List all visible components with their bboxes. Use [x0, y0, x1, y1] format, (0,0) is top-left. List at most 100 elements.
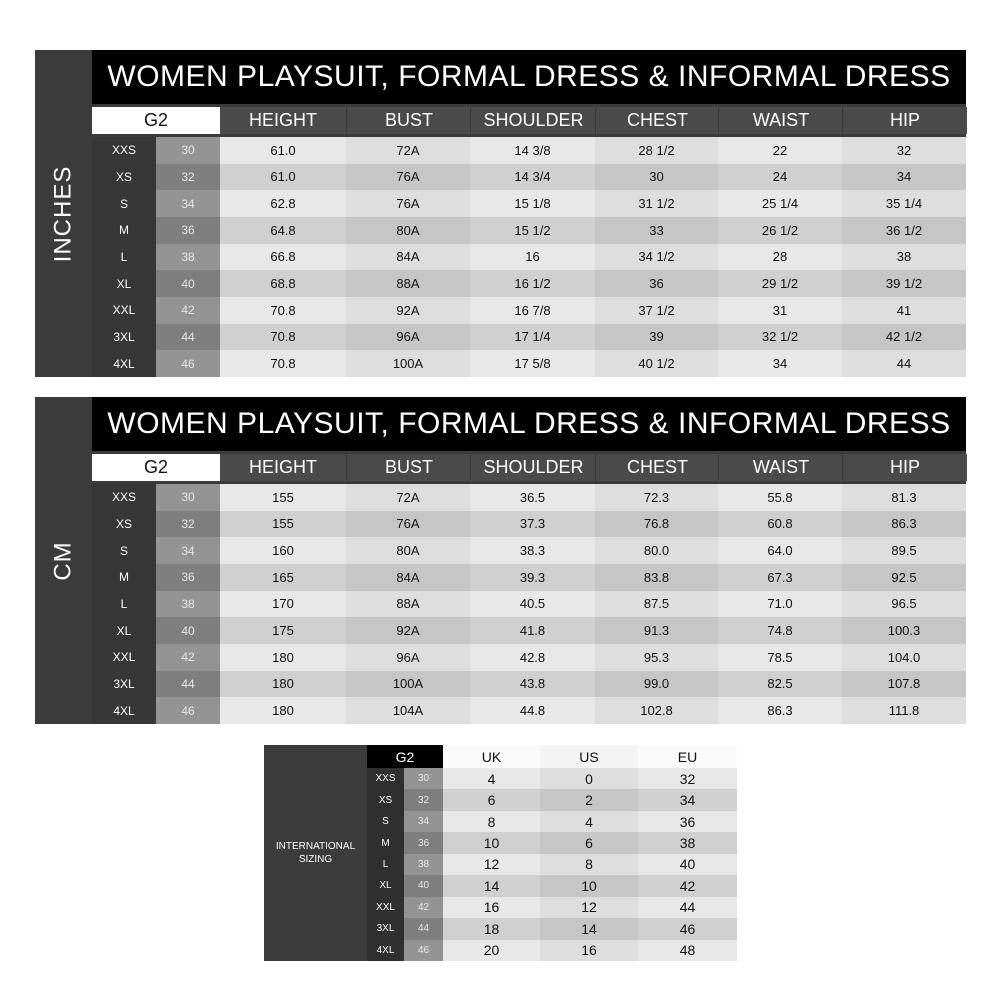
table-cell: 175: [220, 617, 346, 644]
size-number: 42: [404, 896, 443, 919]
table-cell: 38.3: [470, 537, 595, 564]
table-cell: 15 1/8: [470, 190, 595, 217]
table-cell: 14 3/4: [470, 163, 595, 191]
size-label: L: [92, 590, 156, 618]
column-header: CHEST: [595, 107, 719, 134]
size-label: XXL: [92, 297, 156, 324]
table-cell: 35 1/4: [842, 190, 966, 217]
table-cell: 16: [540, 939, 638, 961]
table-cell: 31: [718, 297, 842, 324]
table-cell: 100.3: [842, 617, 966, 644]
table-cell: 6: [443, 789, 540, 811]
table-cell: 72A: [346, 137, 470, 164]
size-number: 34: [404, 810, 443, 833]
size-label: XS: [92, 510, 156, 538]
table-cell: 42 1/2: [842, 323, 966, 351]
cm-size-chart: CM WOMEN PLAYSUIT, FORMAL DRESS & INFORMA…: [35, 397, 967, 724]
column-header: BUST: [346, 454, 471, 481]
table-cell: 70.8: [220, 297, 346, 324]
table-cell: 40.5: [470, 590, 595, 618]
column-header: WAIST: [718, 107, 843, 134]
table-cell: 32 1/2: [718, 323, 842, 351]
table-cell: 76A: [346, 163, 470, 191]
table-cell: 89.5: [842, 537, 966, 564]
table-cell: 84A: [346, 243, 470, 271]
table-cell: 96.5: [842, 590, 966, 618]
table-cell: 180: [220, 697, 346, 724]
inches-unit-label: INCHES: [35, 50, 92, 377]
table-cell: 36 1/2: [842, 217, 966, 244]
size-label: 4XL: [92, 697, 156, 724]
table-cell: 41.8: [470, 617, 595, 644]
table-cell: 17 5/8: [470, 350, 595, 377]
size-label: 4XL: [92, 350, 156, 377]
table-cell: 100A: [346, 350, 470, 377]
table-cell: 6: [540, 832, 638, 854]
table-cell: 34: [718, 350, 842, 377]
table-cell: 36: [595, 270, 718, 297]
table-cell: 83.8: [595, 564, 718, 591]
table-cell: 107.8: [842, 670, 966, 698]
table-cell: 28 1/2: [595, 137, 718, 164]
table-cell: 37 1/2: [595, 297, 718, 324]
size-number: 34: [156, 190, 220, 217]
international-sizing-label: INTERNATIONAL SIZING: [264, 745, 367, 961]
size-number: 30: [404, 768, 443, 790]
table-cell: 170: [220, 590, 346, 618]
table-cell: 16: [443, 896, 540, 919]
size-number: 34: [156, 537, 220, 564]
table-cell: 15 1/2: [470, 217, 595, 244]
size-label: L: [92, 243, 156, 271]
table-cell: 22: [718, 137, 842, 164]
table-cell: 34 1/2: [595, 243, 718, 271]
table-cell: 96A: [346, 323, 470, 351]
table-cell: 36: [638, 810, 737, 833]
table-cell: 31 1/2: [595, 190, 718, 217]
table-cell: 30: [595, 163, 718, 191]
size-label: M: [92, 217, 156, 244]
table-cell: 92.5: [842, 564, 966, 591]
table-cell: 26 1/2: [718, 217, 842, 244]
table-cell: 92A: [346, 617, 470, 644]
table-cell: 16: [470, 243, 595, 271]
table-cell: 70.8: [220, 350, 346, 377]
table-cell: 95.3: [595, 644, 718, 671]
size-number: 46: [156, 697, 220, 724]
size-label: XXS: [92, 137, 156, 164]
size-number: 38: [404, 853, 443, 876]
table-cell: 155: [220, 484, 346, 511]
table-cell: 8: [443, 810, 540, 833]
table-cell: 91.3: [595, 617, 718, 644]
column-header: US: [540, 745, 638, 768]
table-cell: 39.3: [470, 564, 595, 591]
column-header: SHOULDER: [470, 107, 596, 134]
size-number: 38: [156, 243, 220, 271]
table-cell: 72.3: [595, 484, 718, 511]
table-cell: 80.0: [595, 537, 718, 564]
unit-label-text: INCHES: [49, 165, 77, 262]
column-header: UK: [443, 745, 540, 768]
size-number: 38: [156, 590, 220, 618]
label-line-2: SIZING: [298, 854, 333, 865]
table-cell: 64.8: [220, 217, 346, 244]
size-label: XS: [92, 163, 156, 191]
size-number: 30: [156, 484, 220, 511]
column-header: HIP: [842, 107, 967, 134]
table-cell: 84A: [346, 564, 470, 591]
table-cell: 104.0: [842, 644, 966, 671]
table-cell: 14: [540, 918, 638, 940]
table-cell: 44: [842, 350, 966, 377]
table-cell: 42.8: [470, 644, 595, 671]
table-cell: 88A: [346, 270, 470, 297]
table-cell: 48: [638, 939, 737, 961]
table-cell: 76A: [346, 190, 470, 217]
size-number: 32: [404, 789, 443, 811]
table-cell: 72A: [346, 484, 470, 511]
size-label: L: [367, 853, 404, 876]
table-cell: 14: [443, 875, 540, 897]
table-cell: 86.3: [842, 510, 966, 538]
table-cell: 18: [443, 918, 540, 940]
table-cell: 0: [540, 768, 638, 790]
size-number: 42: [156, 297, 220, 324]
table-cell: 180: [220, 644, 346, 671]
